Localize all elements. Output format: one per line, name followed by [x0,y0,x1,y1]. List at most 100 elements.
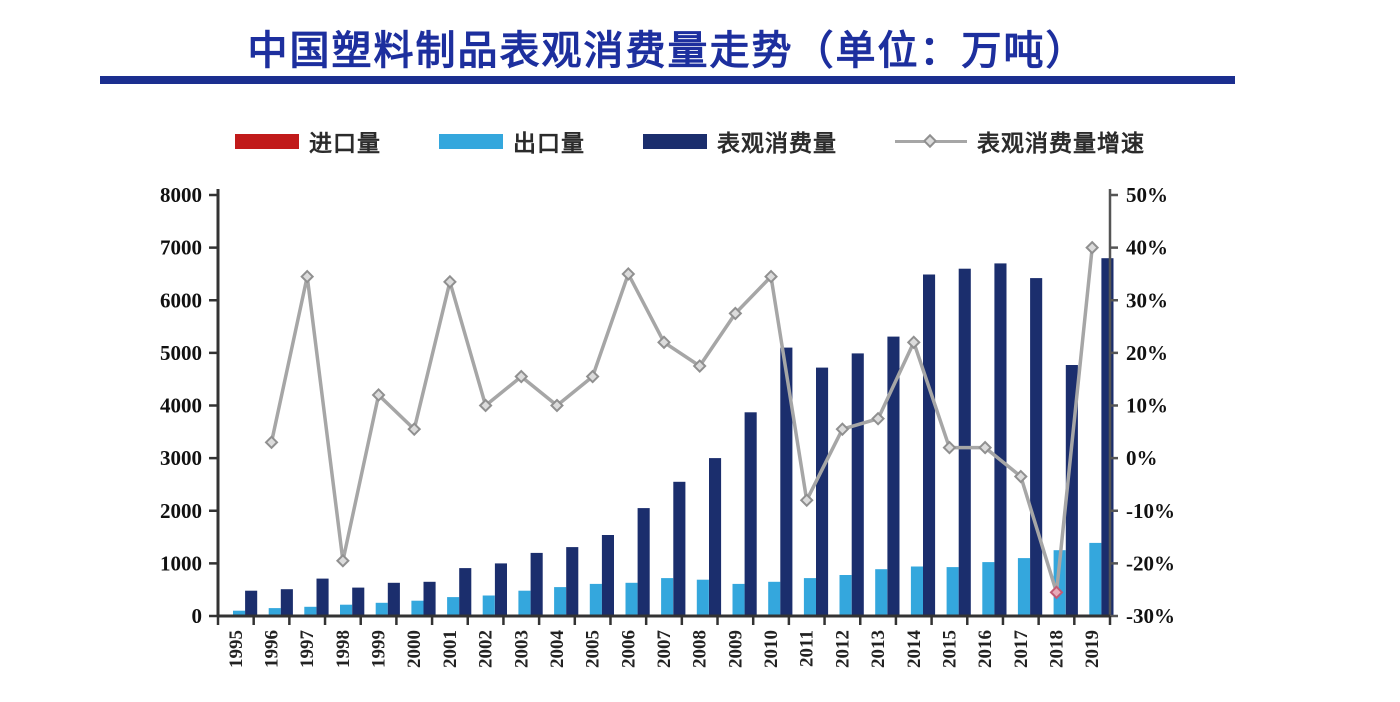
bar-export-1995 [233,610,246,616]
bar-consumption-1996 [280,589,293,616]
bar-consumption-1997 [316,578,329,616]
bar-export-2008 [696,579,709,616]
legend-swatch-icon [235,133,299,149]
growth-marker-2003 [514,369,529,384]
x-axis-year-label: 2004 [547,630,568,669]
bar-consumption-2017 [1030,278,1043,616]
growth-marker-2017 [1013,469,1028,484]
right-axis-tick-label: 10% [1126,394,1168,418]
bar-consumption-2011 [816,367,829,616]
growth-marker-2004 [550,398,564,413]
growth-marker-2011 [799,493,814,508]
bar-export-2004 [554,587,567,616]
bar-export-2001 [447,597,460,616]
bar-consumption-2010 [780,347,793,616]
x-axis-year-label: 2000 [404,630,425,668]
x-axis-year-label: 2002 [476,630,497,668]
growth-marker-2019 [1085,240,1100,255]
x-axis-year-label: 2007 [654,630,675,669]
growth-marker-2018 [1049,585,1064,600]
growth-marker-2002 [478,398,493,413]
bar-export-1997 [304,606,317,616]
right-axis-tick-label: -10% [1126,499,1175,523]
bar-consumption-2007 [673,481,686,616]
legend-item-1: 出口量 [439,124,585,158]
bar-export-2005 [589,583,602,616]
x-axis-year-label: 1998 [333,630,354,668]
bar-export-2018 [1053,550,1066,616]
x-axis-year-label: 2019 [1082,630,1103,668]
legend-item-0: 进口量 [235,124,381,158]
bar-consumption-2004 [566,547,579,616]
bar-consumption-2008 [709,458,722,616]
x-axis-year-label: 2009 [725,630,746,668]
growth-marker-1998 [335,553,350,568]
bar-export-2019 [1089,542,1102,616]
left-axis-tick-label: 3000 [160,446,202,470]
bar-consumption-2009 [744,412,757,616]
left-axis-tick-label: 2000 [160,499,202,523]
legend-line-marker-icon [895,133,967,149]
growth-marker-1996 [264,435,279,450]
bar-consumption-2001 [459,568,472,616]
right-axis-tick-label: 50% [1126,183,1168,207]
left-axis-tick-label: 7000 [160,236,202,260]
legend-item-2: 表观消费量 [643,124,837,158]
bar-export-2017 [1017,558,1030,616]
bar-export-1998 [340,604,353,616]
bar-export-2011 [803,578,816,616]
bar-consumption-1998 [352,587,365,616]
legend-item-3: 表观消费量增速 [895,124,1145,158]
growth-marker-1999 [371,388,386,402]
chart-title: 中国塑料制品表观消费量走势（单位：万吨） [247,28,1088,73]
legend-label: 表观消费量 [717,131,837,156]
x-axis-year-label: 2012 [832,630,853,668]
bar-export-2015 [946,567,959,616]
x-axis-year-label: 2016 [975,630,996,668]
growth-marker-2010 [764,269,778,284]
bar-export-2002 [482,595,495,616]
growth-marker-2012 [835,422,850,437]
left-axis-tick-label: 8000 [160,183,202,207]
bar-consumption-2013 [887,336,900,616]
bar-consumption-2003 [530,552,543,616]
right-axis-tick-label: 0% [1126,446,1158,470]
x-axis-year-label: 2011 [797,630,818,667]
right-axis-tick-label: -20% [1126,551,1175,575]
bar-consumption-2006 [637,508,650,616]
growth-marker-2007 [657,335,671,350]
bar-consumption-1999 [387,582,400,616]
title-divider [100,76,1235,84]
left-axis-tick-label: 6000 [160,288,202,312]
x-axis-year-label: 2006 [618,630,639,668]
x-axis-year-label: 1995 [226,630,247,668]
bar-export-2000 [411,600,424,616]
x-axis-year-label: 1997 [297,630,318,669]
growth-marker-2008 [692,359,707,373]
x-axis-year-label: 2014 [904,630,925,669]
bar-consumption-2005 [601,535,614,616]
growth-marker-2009 [728,306,743,321]
growth-marker-2015 [942,440,957,455]
growth-marker-2013 [871,411,885,426]
legend-label: 进口量 [309,131,381,156]
x-axis-year-label: 1999 [369,630,390,668]
bar-export-1996 [268,608,281,616]
bar-export-2016 [982,562,995,616]
bar-export-2003 [518,590,531,616]
growth-marker-1997 [300,269,315,284]
bar-consumption-2000 [423,581,436,616]
bar-consumption-2016 [994,263,1007,616]
x-axis-year-label: 2003 [511,630,532,668]
right-axis-tick-label: 40% [1126,236,1168,260]
bar-export-2010 [768,581,781,616]
chart-legend: 进口量 出口量 表观消费量 表观消费量增速 [235,124,1145,158]
growth-marker-2001 [443,274,457,289]
left-axis-tick-label: 4000 [160,394,202,418]
growth-marker-2005 [585,369,600,384]
bar-export-2006 [625,582,638,616]
growth-marker-2014 [906,335,921,350]
x-axis-year-label: 2018 [1046,630,1067,668]
